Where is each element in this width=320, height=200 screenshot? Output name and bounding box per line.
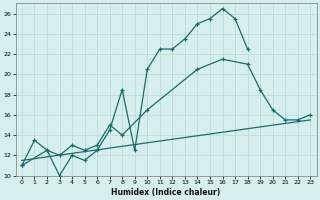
X-axis label: Humidex (Indice chaleur): Humidex (Indice chaleur) — [111, 188, 221, 197]
